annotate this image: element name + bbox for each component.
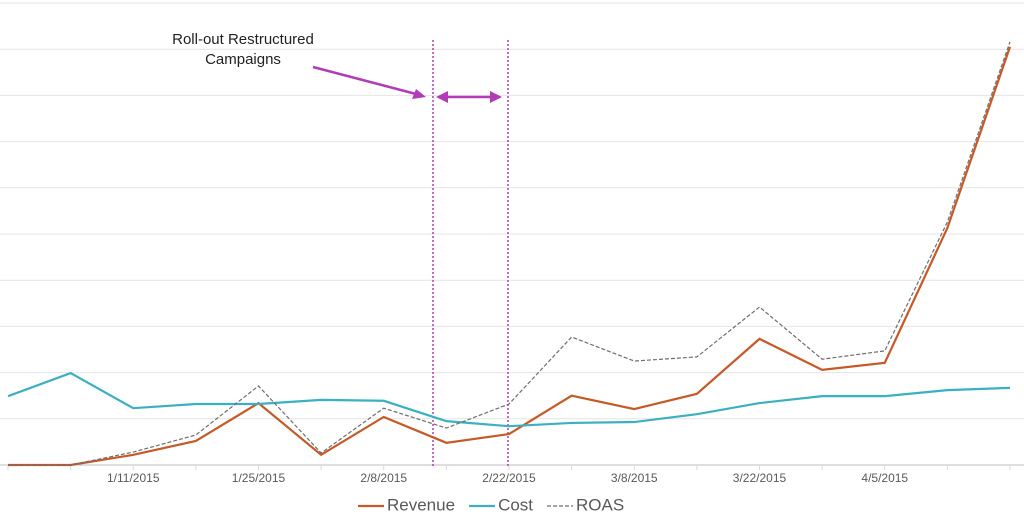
- legend-label: Cost: [498, 495, 533, 514]
- annotation: Roll-out Restructured: [172, 31, 314, 48]
- x-tick-label: 2/8/2015: [360, 471, 407, 485]
- x-tick-label: 1/25/2015: [232, 471, 286, 485]
- x-tick-label: 3/8/2015: [611, 471, 658, 485]
- series-line: [8, 46, 1012, 467]
- x-tick-label: 1/11/2015: [107, 471, 160, 485]
- x-tick-label: 2/22/2015: [482, 471, 536, 485]
- annotation: Campaigns: [205, 51, 281, 68]
- annotation-arrows: [312, 65, 502, 103]
- x-tick-label: 4/5/2015: [861, 471, 908, 485]
- legend-label: ROAS: [576, 495, 624, 514]
- x-tick-label: 3/22/2015: [733, 471, 787, 485]
- series-line: [8, 41, 1011, 466]
- series-line: [7, 371, 1011, 428]
- legend-label: Revenue: [387, 495, 455, 514]
